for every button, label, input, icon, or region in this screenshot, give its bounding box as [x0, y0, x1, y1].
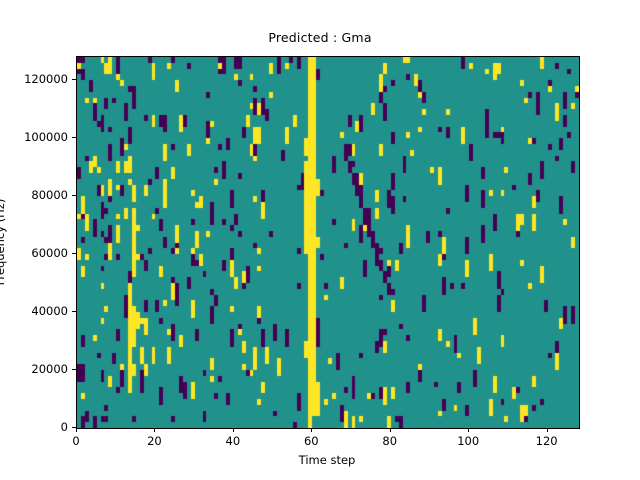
y-tick-mark: [72, 253, 76, 255]
y-tick-label: 20000: [31, 362, 68, 377]
x-tick-mark: [76, 428, 77, 432]
y-tick-label: 40000: [31, 304, 68, 319]
x-tick-label: 120: [535, 434, 558, 448]
x-tick-label: 80: [382, 434, 398, 448]
x-tick-label: 60: [303, 434, 319, 448]
x-tick-label: 40: [225, 434, 241, 448]
x-tick-mark: [311, 428, 313, 432]
x-tick-mark: [546, 428, 548, 432]
y-tick-mark: [72, 427, 76, 428]
x-tick-label: 20: [147, 434, 162, 448]
x-tick-mark: [389, 428, 391, 432]
x-tick-mark: [154, 428, 156, 432]
x-tick-label: 0: [72, 434, 80, 448]
y-tick-label: 60000: [31, 246, 68, 261]
x-axis-label: Time step: [298, 453, 356, 467]
x-tick-label: 100: [457, 434, 480, 448]
y-tick-label: 100000: [24, 130, 68, 145]
y-tick-mark: [72, 369, 76, 371]
y-tick-mark: [72, 311, 76, 313]
y-tick-mark: [72, 137, 76, 139]
spectrogram-heatmap: [77, 57, 579, 428]
x-tick-mark: [232, 428, 234, 432]
y-tick-label: 80000: [31, 188, 68, 203]
y-tick-label: 0: [60, 420, 68, 434]
heatmap-axes: [76, 56, 580, 429]
x-tick-mark: [468, 428, 470, 432]
y-tick-mark: [72, 195, 76, 197]
y-tick-mark: [72, 79, 76, 81]
plot-title: Predicted : Gma: [268, 30, 372, 45]
y-axis-label: Frequency (Hz): [0, 198, 7, 285]
y-tick-label: 120000: [24, 72, 68, 87]
